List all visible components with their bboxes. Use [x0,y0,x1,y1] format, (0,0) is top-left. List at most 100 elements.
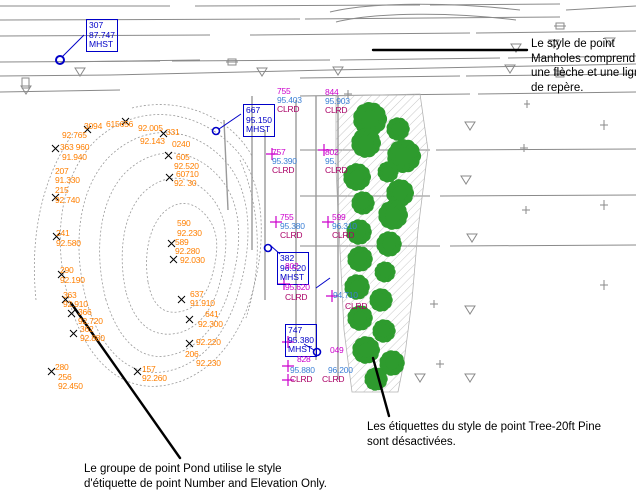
tree-symbol [378,200,409,230]
point-label-p-206: 206 [185,349,199,359]
point-label-m-clrd7: CLRD [285,292,308,302]
tree-symbol [372,319,396,343]
tree-symbol [386,117,410,141]
point-label-p-157: 157 [142,364,156,374]
point-label-p-641: 641 [205,309,219,319]
point-label-p-215: 215 [55,185,69,195]
point-label-m-clrd10: CLRD [322,374,345,384]
point-label-p-637: 637 [190,289,204,299]
point-label-m-clrd6: CLRD [332,230,355,240]
point-label-m-828: 828 [297,354,311,364]
point-label-m-clrd3: CLRD [272,165,295,175]
tree-symbol [376,231,402,257]
point-label-p-92450: 92.450 [58,381,83,391]
point-label-m-96200: 96.200 [328,365,353,375]
tree-symbol [387,139,422,173]
point-label-p-92230b: 92.230 [196,358,221,368]
point-label-m-95620: 95.620 [285,282,310,292]
point-label-p-92520: 92.520 [174,161,199,171]
point-label-p-241: 241 [56,228,70,238]
point-label-p-605: 605 [176,152,190,162]
survey-symbols [20,22,616,383]
point-label-m-755: 844 [325,87,339,97]
point-label-m-95380: 95.380 [280,221,305,231]
manhole-label-mh-307: 307 87.747 MHST [86,19,118,52]
point-label-p-92030: 92.030 [180,255,205,265]
point-label-m-802: 802 [325,147,339,157]
point-label-p-280: 280 [55,362,69,372]
point-label-p-363: 363 960 [60,142,90,152]
tree-symbol [377,161,399,183]
utility-lines [223,96,339,380]
point-label-m-755b: 755 [277,86,291,96]
point-label-p-9230: 92. 30 [174,178,197,188]
point-label-p-92580: 92.580 [56,238,81,248]
point-label-p-92190: 92.190 [60,275,85,285]
annotation-pond: Le groupe de point Pond utilise le style… [84,463,327,490]
point-label-p-331: 331 [166,127,180,137]
point-label-m-clrd5: CLRD [280,230,303,240]
tree-symbol [351,128,382,158]
point-label-p-207: 207 [55,166,69,176]
point-label-p-92740: 92.740 [55,195,80,205]
point-label-m-clrd1: CLRD [325,105,348,115]
point-label-m-94710: 94.710 [333,290,358,300]
point-label-p-91330: 91.330 [55,175,80,185]
point-label-p-92910: 92.910 [63,299,88,309]
point-label-p-362: 362 [80,324,94,334]
leader-pond [69,301,182,460]
point-label-p-91940: 91.940 [62,152,87,162]
point-label-p-92005: 92.005 [138,123,163,133]
point-label-p-92230: 92.230 [177,228,202,238]
point-label-m-clrd9: CLRD [290,374,313,384]
point-label-p-3094: 3094 [84,121,103,131]
tree-symbol [351,191,375,215]
point-label-m-049: 049 [330,345,344,355]
point-label-m-96310: 96.310 [332,221,357,231]
point-label-p-363b: 363 [63,290,77,300]
point-label-m-95403: 95.403 [277,95,302,105]
tree-symbol [346,219,372,245]
annotation-leaders [69,48,529,460]
alignment-curve [329,3,521,23]
point-label-p-60710: 60710 [176,169,199,179]
tree-symbols [343,102,422,391]
tree-symbol [374,261,396,283]
point-label-p-590: 590 [177,218,191,228]
point-label-p-92765: 92.765 [62,130,87,140]
point-label-p-92720: 92.720 [78,316,103,326]
point-label-m-clrd8: CLRD [345,301,368,311]
point-label-p-92300: 92.300 [198,319,223,329]
manhole-label-mh-382: 382 96.520 MHST [277,252,309,285]
point-label-p-589: 589 [175,237,189,247]
point-label-p-92220: 92.220 [196,337,221,347]
point-label-m-95x: 95. [325,156,337,166]
tree-symbol [344,274,370,300]
point-label-p-92280: 92.280 [175,246,200,256]
point-label-m-95390: 95.390 [272,156,297,166]
point-label-p-0240: 0240 [172,139,191,149]
annotation-trees: Les étiquettes du style de point Tree-20… [367,421,601,448]
tree-symbol [347,246,373,272]
point-label-p-92260: 92.260 [142,373,167,383]
point-label-p-615656: 615656 [106,119,134,129]
tree-symbol [369,288,393,312]
tree-symbol [352,336,380,364]
point-label-m-599: 599 [332,212,346,222]
point-label-p-256: 256 [58,372,72,382]
tree-symbol [379,350,405,376]
tree-symbol [347,305,373,331]
leader-trees [371,356,391,418]
point-label-m-95880: 95.880 [290,365,315,375]
point-label-p-91910: 91.910 [190,298,215,308]
manhole-label-mh-667: 667 95.150 MHST [243,104,275,137]
point-label-m-clrd4: CLRD [325,165,348,175]
point-label-p-92880: 92.880 [80,333,105,343]
tree-symbol [343,163,371,191]
point-label-m-95903: 95.903 [325,96,350,106]
point-label-m-757: 757 [272,147,286,157]
manhole-label-mh-747: 747 95.380 MHST [285,324,317,357]
point-label-m-755c: 755 [280,212,294,222]
